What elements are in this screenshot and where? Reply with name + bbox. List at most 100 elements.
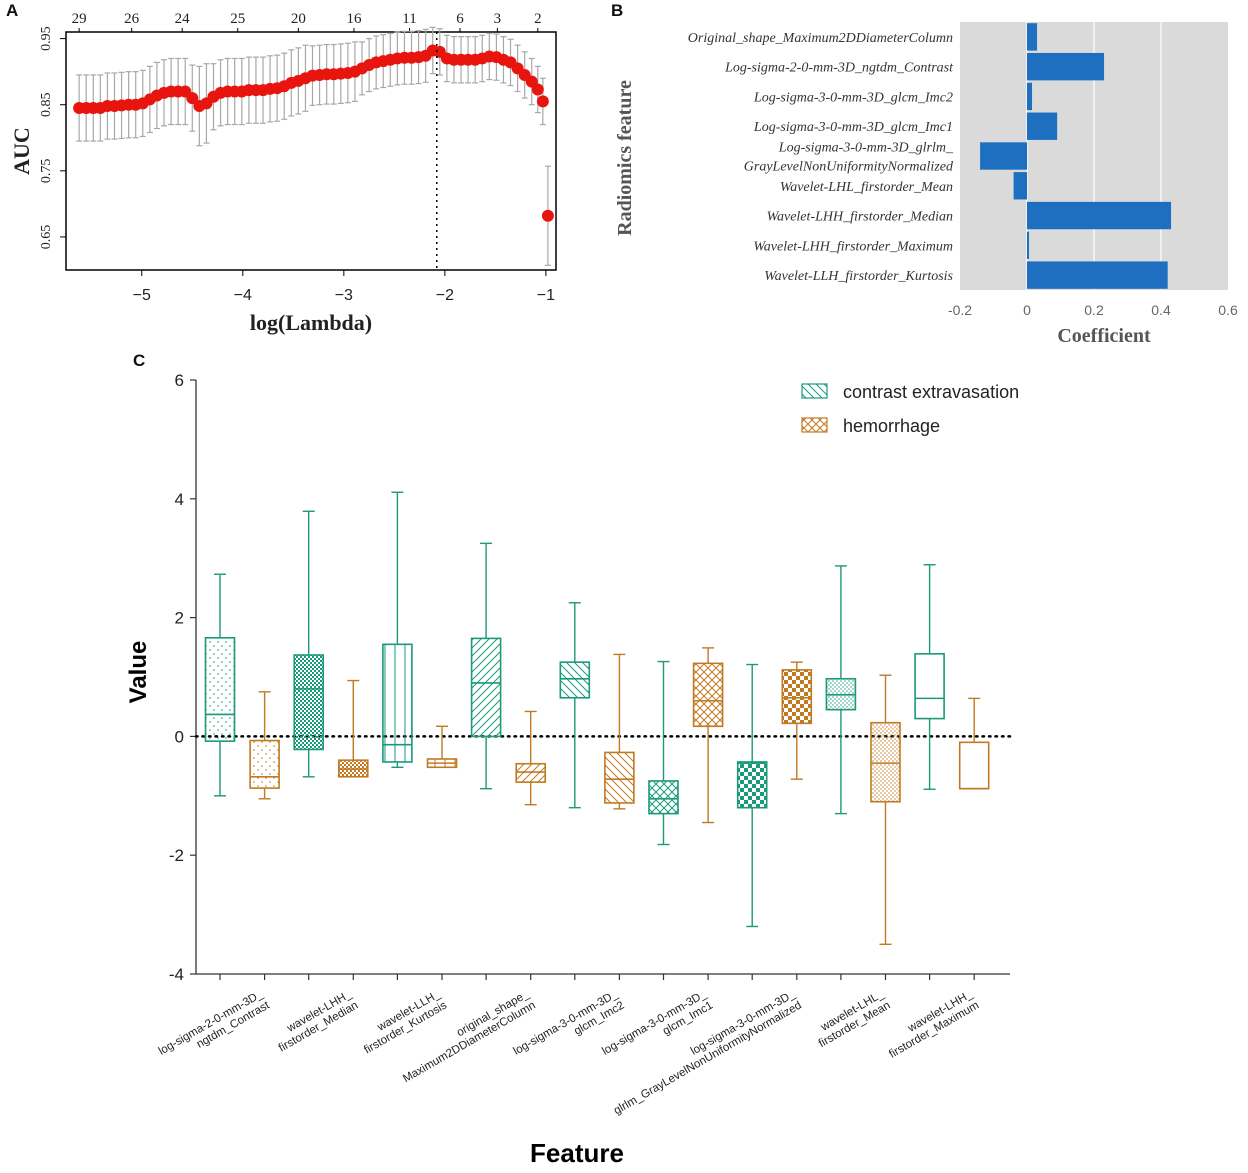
x-axis-category-label-line: log-sigma-2-0-mm-3D_ <box>157 988 266 1058</box>
top-axis-label: 24 <box>175 11 191 27</box>
box-hemorrhage <box>604 653 635 810</box>
top-axis-label: 25 <box>230 11 245 27</box>
feature-label: GrayLevelNonUniformityNormalized <box>744 160 954 175</box>
feature-label: Original_shape_Maximum2DDiameterColumn <box>688 31 953 46</box>
box-body <box>293 654 325 751</box>
panel-c-letter: C <box>133 351 145 370</box>
box-body <box>470 637 502 738</box>
coefficient-bar <box>1027 82 1033 111</box>
feature-label: Log-sigma-2-0-mm-3D_ngtdm_Contrast <box>724 61 954 76</box>
panel-a-plot-frame <box>65 31 557 271</box>
box-body <box>914 653 945 720</box>
panel-c-y-label: Value <box>125 641 152 704</box>
coefficient-bar <box>1013 172 1027 200</box>
legend-swatch-contrast-extravasation <box>801 383 828 399</box>
box-contrast-extravasation <box>382 491 413 768</box>
box-contrast-extravasation <box>914 564 945 790</box>
panel-b-letter: B <box>611 1 623 20</box>
box-body <box>870 721 901 803</box>
y-axis-tick-label: 4 <box>175 490 184 509</box>
x-axis-category-label: wavelet-LLH_firstorder_Kurtosis <box>356 988 450 1057</box>
x-axis-tick-label: 0 <box>1023 302 1031 318</box>
y-axis-tick-label: 6 <box>175 371 184 390</box>
coefficient-bar <box>1027 112 1058 140</box>
panel-a-lasso-cv: A 29 26 24 25 20 16 11 6 3 2 −5 −4 −3 −2 −1 0.65 0.75 0… <box>6 1 557 335</box>
cv-auc-point <box>541 209 554 222</box>
box-hemorrhage <box>958 697 990 790</box>
x-axis-tick-label: −5 <box>133 287 151 304</box>
x-axis-category-label: wavelet-LHL_firstorder_Mean <box>810 988 893 1050</box>
y-axis-tick-label: 0.75 <box>39 159 54 184</box>
x-axis-tick-label: 0.2 <box>1084 302 1104 318</box>
x-axis-tick-label: −2 <box>436 287 454 304</box>
box-hemorrhage <box>337 679 369 778</box>
coefficient-bar <box>1027 231 1029 260</box>
panel-b-x-label: Coefficient <box>1057 325 1151 347</box>
x-axis-tick-label: 0.4 <box>1151 302 1171 318</box>
feature-label: Log-sigma-3-0-mm-3D_glcm_Imc2 <box>753 90 953 105</box>
cv-auc-point <box>186 92 199 105</box>
cv-auc-point <box>536 95 549 108</box>
box-body <box>204 636 236 742</box>
top-axis-label: 29 <box>72 11 87 27</box>
box-hemorrhage <box>870 674 901 945</box>
feature-label: Wavelet-LHH_firstorder_Median <box>767 210 953 225</box>
box-body <box>648 780 679 815</box>
legend-label-contrast-extravasation: contrast extravasation <box>843 382 1019 402</box>
coefficient-bar <box>980 142 1027 170</box>
y-axis-tick-label: -2 <box>169 846 184 865</box>
box-hemorrhage <box>692 647 724 824</box>
y-axis-tick-label: 0.85 <box>39 92 54 117</box>
y-axis-tick-label: 0 <box>175 727 184 746</box>
box-body <box>559 661 591 699</box>
coefficient-bar <box>1027 201 1172 230</box>
top-axis-label: 11 <box>402 11 416 27</box>
box-body <box>958 741 990 790</box>
box-contrast-extravasation <box>559 602 591 809</box>
coefficient-bar <box>1027 23 1038 51</box>
y-axis-tick-label: 0.65 <box>39 225 54 250</box>
x-axis-tick-label: 0.6 <box>1218 302 1238 318</box>
panel-b-y-label: Radiomics feature <box>614 80 636 236</box>
y-axis-tick-label: 0.95 <box>39 26 54 51</box>
top-axis-label: 2 <box>534 11 542 27</box>
top-axis-label: 20 <box>291 11 306 27</box>
cv-auc-point <box>531 83 544 96</box>
box-body <box>249 739 280 789</box>
box-contrast-extravasation <box>648 660 679 846</box>
box-contrast-extravasation <box>736 663 768 928</box>
top-axis-label: 26 <box>124 11 140 27</box>
x-axis-tick-label: −4 <box>234 287 252 304</box>
box-contrast-extravasation <box>204 573 236 797</box>
feature-label: Wavelet-LHH_firstorder_Maximum <box>753 239 953 254</box>
box-hemorrhage <box>515 710 547 806</box>
legend: contrast extravasation hemorrhage <box>801 382 1019 436</box>
box-body <box>781 669 813 725</box>
x-axis-tick-label: -0.2 <box>948 302 972 318</box>
coefficient-bar <box>1027 52 1105 81</box>
box-hemorrhage <box>249 691 280 800</box>
panel-b-coefficients: B Original_shape_Maximum2DDiameterColumn… <box>611 1 1238 347</box>
box-contrast-extravasation <box>825 565 857 815</box>
y-axis-tick-label: 2 <box>175 609 184 628</box>
feature-label: Log-sigma-3-0-mm-3D_glcm_Imc1 <box>753 120 953 135</box>
top-axis-label: 6 <box>456 11 464 27</box>
panel-c-boxplots: C -4 -2 0 2 4 6 log-sigma-2-0-mm-3D_ngtdm_Con… <box>125 351 1019 1168</box>
box-contrast-extravasation <box>293 510 325 778</box>
x-axis-tick-label: −3 <box>335 287 353 304</box>
legend-label-hemorrhage: hemorrhage <box>843 416 940 436</box>
x-axis-category-label: wavelet-LHH_firstorder_Median <box>270 988 361 1055</box>
box-body <box>736 761 768 809</box>
panel-a-letter: A <box>6 1 18 20</box>
y-axis-tick-label: -4 <box>169 965 184 984</box>
top-axis-label: 16 <box>346 11 362 27</box>
feature-label: Wavelet-LHL_firstorder_Mean <box>780 180 953 195</box>
panel-c-x-label: Feature <box>530 1138 624 1168</box>
panel-a-y-label: AUC <box>9 127 34 175</box>
box-contrast-extravasation <box>470 542 502 790</box>
x-axis-category-label: log-sigma-2-0-mm-3D_ngtdm_Contrast <box>157 988 273 1069</box>
box-body <box>692 662 724 728</box>
x-axis-category-label-line: glrlm_GrayLevelNonUniformityNormalized <box>612 999 804 1117</box>
panel-a-x-label: log(Lambda) <box>250 310 372 335</box>
